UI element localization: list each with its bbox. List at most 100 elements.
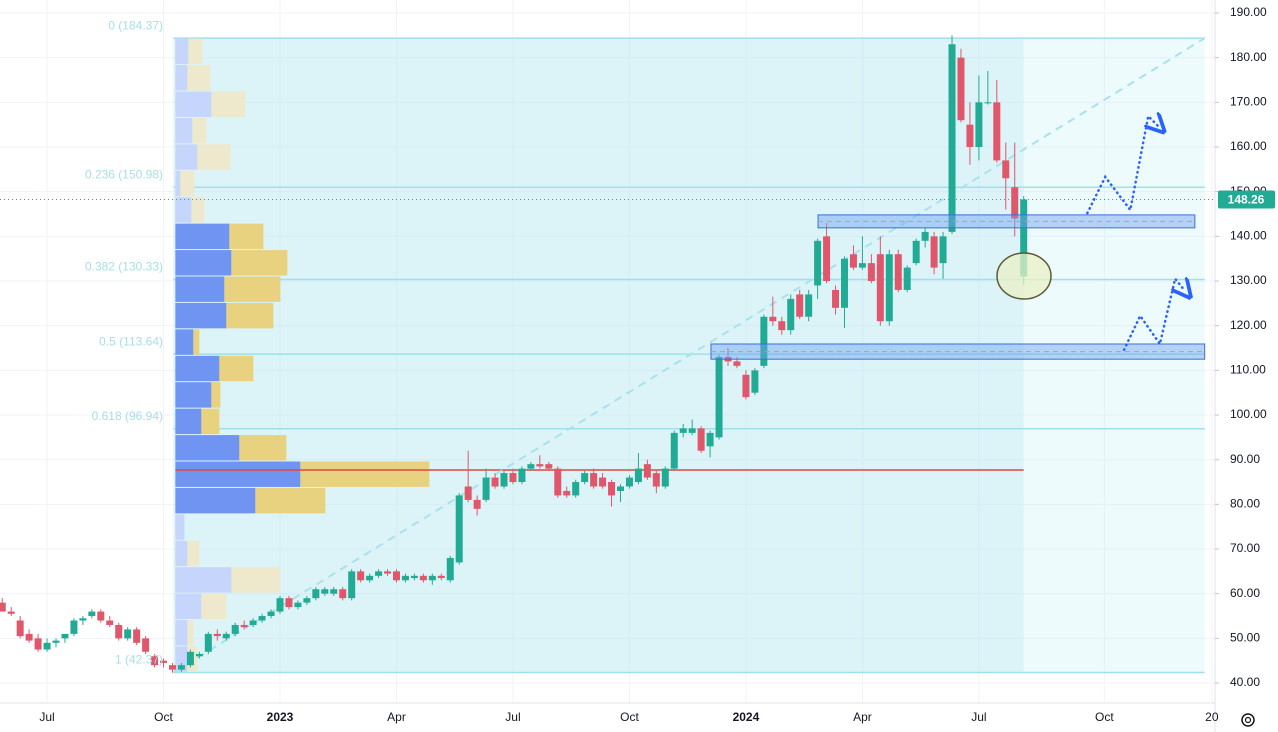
y-tick-label: 190.00 bbox=[1230, 5, 1267, 19]
y-tick-label: 130.00 bbox=[1230, 273, 1267, 287]
range-area bbox=[173, 38, 1024, 673]
volume-down bbox=[239, 435, 287, 461]
volume-up bbox=[175, 355, 220, 382]
candle-body bbox=[97, 611, 105, 621]
volume-up bbox=[175, 197, 192, 223]
candle-body bbox=[509, 473, 517, 483]
volume-down bbox=[191, 197, 205, 223]
candle-body bbox=[867, 263, 875, 282]
candle-body bbox=[61, 633, 69, 639]
candle-body bbox=[912, 240, 920, 264]
candle-body bbox=[787, 298, 795, 331]
candle-body bbox=[428, 575, 436, 581]
volume-up bbox=[175, 435, 240, 461]
volume-up bbox=[175, 302, 227, 329]
candle-body bbox=[366, 575, 374, 581]
candle-body bbox=[258, 616, 266, 621]
candle-body bbox=[410, 575, 418, 579]
volume-up bbox=[175, 408, 202, 435]
candle-body bbox=[796, 294, 804, 317]
volume-down bbox=[188, 38, 203, 65]
candle-body bbox=[563, 490, 571, 496]
candle-body bbox=[500, 473, 508, 487]
candle-body bbox=[984, 102, 992, 104]
candle-body bbox=[276, 598, 284, 612]
candle-body bbox=[742, 374, 750, 398]
volume-down bbox=[231, 250, 288, 276]
candle-body bbox=[697, 428, 705, 451]
candle-body bbox=[473, 499, 481, 509]
x-tick-label: Oct bbox=[1095, 710, 1114, 724]
fib-label: 0.618 (96.94) bbox=[92, 409, 163, 423]
candle-body bbox=[545, 464, 553, 469]
candle-body bbox=[840, 258, 848, 308]
candle-body bbox=[124, 629, 132, 639]
candle-body bbox=[401, 575, 409, 581]
candle-body bbox=[446, 557, 454, 581]
fib-label: 0.5 (113.64) bbox=[99, 334, 163, 348]
candle-body bbox=[16, 620, 24, 637]
highlight-circle bbox=[996, 252, 1052, 300]
settings-hub[interactable] bbox=[1244, 716, 1252, 724]
candle-body bbox=[7, 611, 15, 614]
candle-body bbox=[769, 316, 777, 322]
volume-up bbox=[175, 65, 188, 91]
candle-body bbox=[679, 428, 687, 433]
candle-body bbox=[213, 633, 221, 637]
candle-body bbox=[195, 653, 203, 657]
x-tick-label: 2024 bbox=[733, 710, 760, 724]
settings-gear[interactable] bbox=[1241, 713, 1255, 727]
volume-up bbox=[175, 593, 202, 620]
volume-up bbox=[175, 170, 181, 197]
candle-body bbox=[572, 482, 580, 496]
candle-body bbox=[733, 361, 741, 366]
y-tick-label: 40.00 bbox=[1230, 675, 1260, 689]
volume-up bbox=[175, 223, 230, 250]
fib-label: 0.382 (130.33) bbox=[85, 260, 163, 274]
candle-body bbox=[661, 468, 669, 487]
candle-body bbox=[0, 602, 6, 612]
candle-body bbox=[939, 236, 947, 264]
candle-body bbox=[608, 482, 616, 496]
candle-body bbox=[52, 640, 60, 643]
volume-down bbox=[201, 408, 220, 435]
candle-body bbox=[106, 620, 114, 625]
candle-body bbox=[1002, 160, 1010, 179]
candle-body bbox=[303, 598, 311, 603]
candle-body bbox=[876, 254, 884, 322]
candle-body bbox=[849, 254, 857, 268]
x-tick-label: Jul bbox=[971, 710, 986, 724]
settings-icon[interactable] bbox=[1241, 713, 1255, 727]
candle-body bbox=[34, 638, 42, 650]
candle-body bbox=[527, 464, 535, 469]
candle-body bbox=[993, 102, 1001, 161]
candle-body bbox=[814, 240, 822, 286]
y-tick-label: 90.00 bbox=[1230, 452, 1260, 466]
last-price-label: 148.26 bbox=[1228, 193, 1265, 207]
candle-body bbox=[581, 473, 589, 483]
candle-body bbox=[177, 665, 185, 670]
candle-body bbox=[43, 642, 51, 650]
candle-body bbox=[858, 263, 866, 268]
x-tick-label: Jul bbox=[505, 710, 520, 724]
candle-body bbox=[975, 102, 983, 148]
candle-body bbox=[267, 611, 275, 617]
candle-body bbox=[231, 624, 239, 634]
candle-body bbox=[115, 624, 123, 639]
candle-body bbox=[79, 618, 87, 621]
volume-down bbox=[193, 329, 200, 355]
candle-body bbox=[240, 624, 248, 628]
candle-body bbox=[751, 370, 759, 393]
y-tick-label: 140.00 bbox=[1230, 229, 1267, 243]
volume-down bbox=[255, 487, 326, 514]
projection-path bbox=[1122, 276, 1185, 352]
volume-up bbox=[175, 540, 188, 567]
fib-label: 0 (184.37) bbox=[108, 18, 163, 32]
candle-body bbox=[222, 633, 230, 639]
y-tick-label: 180.00 bbox=[1230, 50, 1267, 64]
candle-body bbox=[778, 321, 786, 331]
plot-layer bbox=[0, 35, 1215, 674]
volume-up bbox=[175, 329, 194, 355]
candle-body bbox=[760, 316, 768, 366]
volume-down bbox=[211, 382, 221, 408]
